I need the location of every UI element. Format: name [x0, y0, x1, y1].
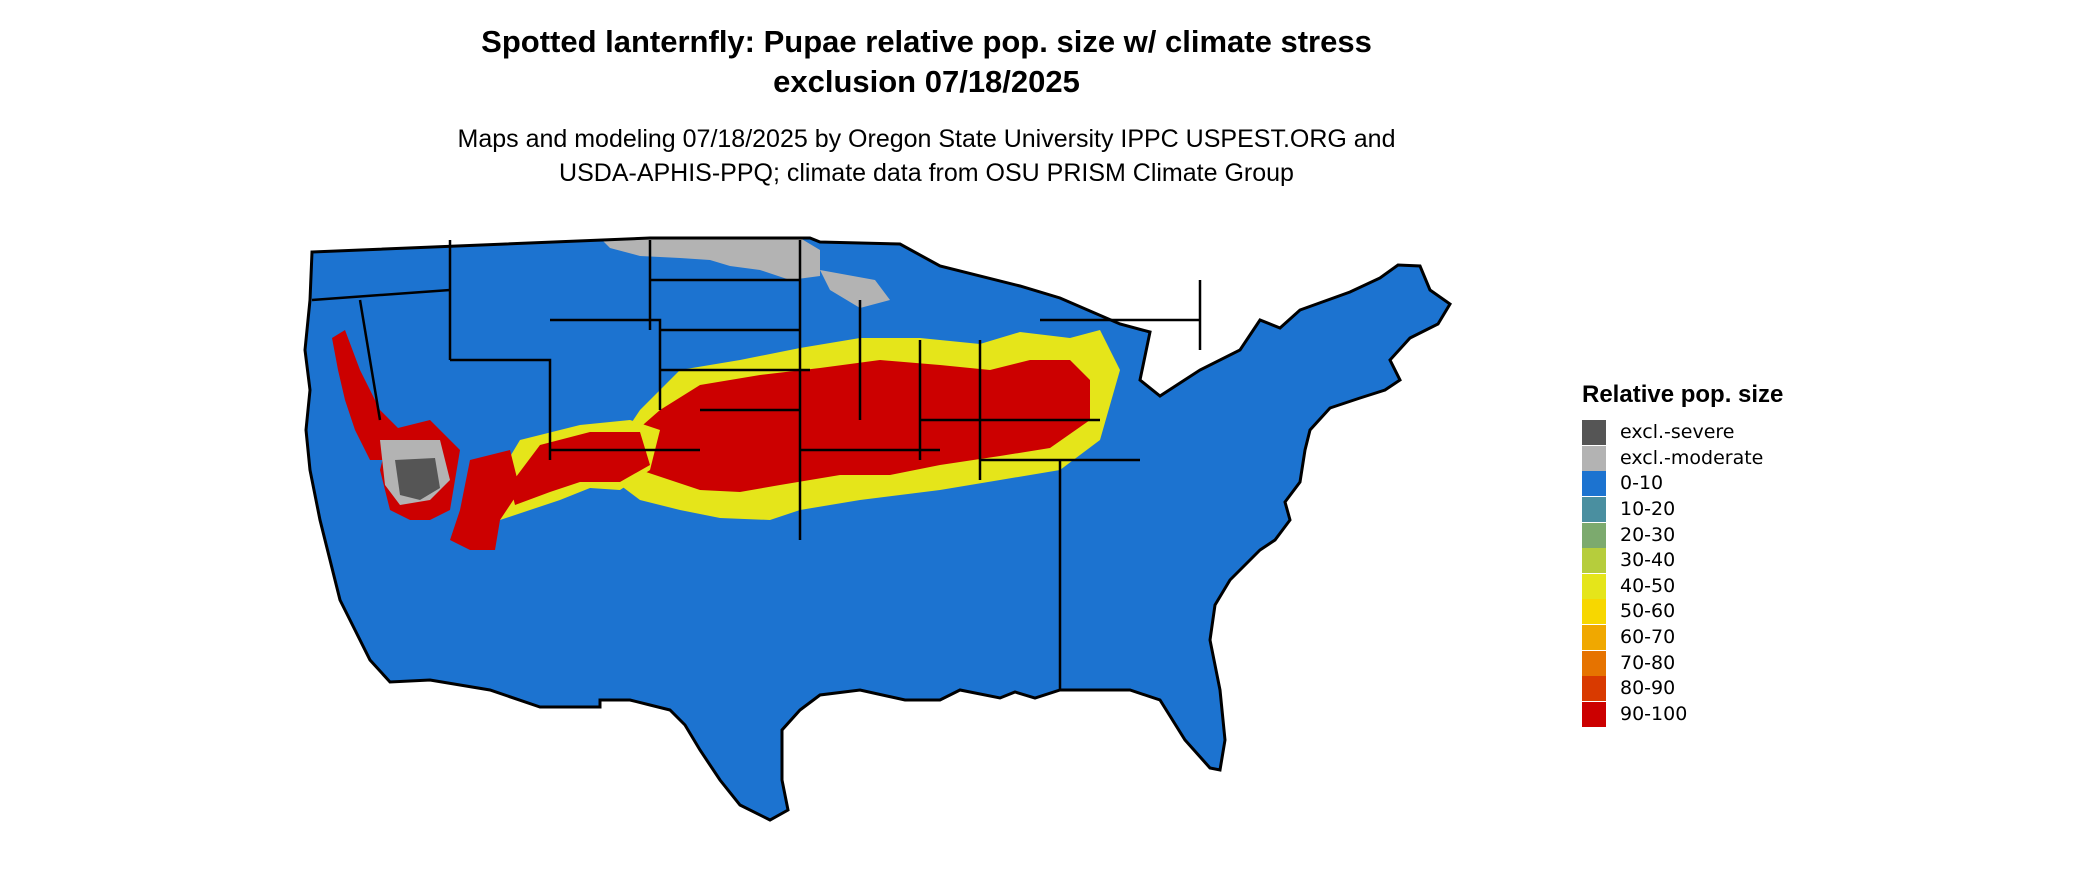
title-line-2: exclusion 07/18/2025	[773, 64, 1080, 99]
map-overlays	[332, 238, 1120, 550]
legend-swatch	[1582, 420, 1606, 446]
legend-item: 90-100	[1582, 701, 1882, 728]
border-ut-co	[450, 358, 552, 460]
legend-swatch	[1582, 650, 1606, 676]
legend-swatch	[1582, 625, 1606, 651]
us-map-svg	[303, 236, 1452, 822]
legend-item: 50-60	[1582, 599, 1882, 625]
legend-swatch	[1582, 445, 1606, 471]
legend-swatch	[1582, 548, 1606, 574]
subtitle-line-1: Maps and modeling 07/18/2025 by Oregon S…	[457, 125, 1396, 153]
red-zone-california	[332, 330, 400, 460]
legend-label: 30-40	[1620, 549, 1676, 572]
legend-items: excl.-severe excl.-moderate 0-10 10-20 20-30…	[1582, 420, 1882, 727]
legend-label: 10-20	[1620, 498, 1676, 521]
legend-title: Relative pop. size	[1582, 381, 1784, 408]
legend-label: 40-50	[1620, 574, 1676, 597]
excl-severe-desert-zone	[395, 458, 440, 500]
legend-label: excl.-severe	[1620, 421, 1735, 444]
legend-item: 30-40	[1582, 548, 1882, 574]
legend-swatch	[1582, 522, 1606, 548]
map-title: Spotted lanternfly: Pupae relative pop. …	[0, 22, 1853, 102]
border-wy-ne	[550, 318, 662, 410]
us-map	[300, 220, 1560, 890]
legend-item: 0-10	[1582, 471, 1882, 497]
excl-moderate-wi-zone	[820, 270, 890, 308]
legend-swatch	[1582, 573, 1606, 599]
legend-item: excl.-moderate	[1582, 445, 1882, 472]
map-subtitle: Maps and modeling 07/18/2025 by Oregon S…	[0, 122, 1853, 190]
legend-item: 80-90	[1582, 676, 1882, 702]
border-or-wa	[311, 288, 451, 302]
subtitle-line-2: USDA-APHIS-PPQ; climate data from OSU PR…	[559, 159, 1294, 187]
legend-label: 20-30	[1620, 523, 1676, 546]
legend-item: 20-30	[1582, 522, 1882, 548]
legend-label: 80-90	[1620, 677, 1676, 700]
legend-item: 40-50	[1582, 573, 1882, 600]
legend-label: 70-80	[1620, 651, 1676, 674]
title-line-1: Spotted lanternfly: Pupae relative pop. …	[481, 24, 1372, 59]
excl-moderate-north-zone	[600, 238, 820, 280]
legend-label: 50-60	[1620, 600, 1676, 623]
legend-swatch	[1582, 471, 1606, 497]
legend-swatch	[1582, 497, 1606, 523]
legend-swatch	[1582, 599, 1606, 625]
legend-item: 60-70	[1582, 625, 1882, 651]
legend-swatch	[1582, 701, 1606, 727]
red-core-east	[620, 360, 1090, 492]
legend-label: 60-70	[1620, 626, 1676, 649]
border-or-ca	[358, 299, 382, 421]
legend-label: 0-10	[1620, 472, 1664, 495]
map-legend: Relative pop. size excl.-severe excl.-mod…	[1582, 380, 1882, 727]
legend-swatch	[1582, 676, 1606, 702]
legend-label: excl.-moderate	[1620, 446, 1764, 469]
legend-item: excl.-severe	[1582, 420, 1882, 446]
legend-label: 90-100	[1620, 702, 1688, 725]
legend-item: 70-80	[1582, 650, 1882, 676]
red-zone-new-mexico	[450, 450, 520, 550]
legend-item: 10-20	[1582, 497, 1882, 523]
state-borders	[311, 240, 1202, 690]
